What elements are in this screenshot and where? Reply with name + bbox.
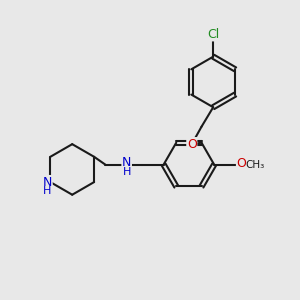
Text: Cl: Cl xyxy=(207,28,219,41)
Text: N: N xyxy=(43,176,52,189)
Text: O: O xyxy=(187,138,197,151)
Text: O: O xyxy=(236,157,246,170)
Text: N: N xyxy=(122,156,131,169)
Text: H: H xyxy=(122,167,131,177)
Text: H: H xyxy=(43,186,52,196)
Text: CH₃: CH₃ xyxy=(245,160,265,170)
